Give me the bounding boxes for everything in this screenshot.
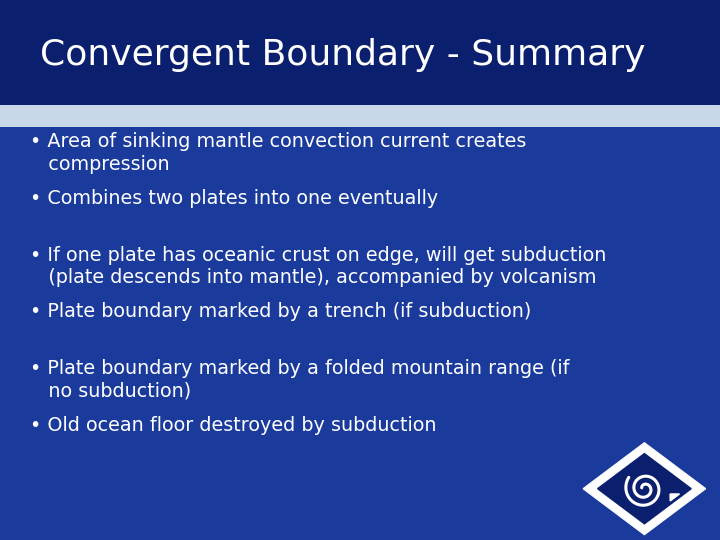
Text: • Area of sinking mantle convection current creates
   compression: • Area of sinking mantle convection curr… bbox=[30, 132, 526, 174]
Text: • If one plate has oceanic crust on edge, will get subduction
   (plate descends: • If one plate has oceanic crust on edge… bbox=[30, 246, 607, 287]
Text: • Plate boundary marked by a trench (if subduction): • Plate boundary marked by a trench (if … bbox=[30, 302, 531, 321]
FancyBboxPatch shape bbox=[0, 0, 720, 105]
Polygon shape bbox=[670, 494, 680, 501]
Text: • Old ocean floor destroyed by subduction: • Old ocean floor destroyed by subductio… bbox=[30, 416, 437, 435]
Text: • Combines two plates into one eventually: • Combines two plates into one eventuall… bbox=[30, 189, 438, 208]
Text: Convergent Boundary - Summary: Convergent Boundary - Summary bbox=[40, 38, 645, 72]
FancyBboxPatch shape bbox=[0, 105, 720, 127]
Polygon shape bbox=[598, 454, 691, 524]
Text: • Plate boundary marked by a folded mountain range (if
   no subduction): • Plate boundary marked by a folded moun… bbox=[30, 359, 570, 401]
Polygon shape bbox=[583, 443, 706, 535]
